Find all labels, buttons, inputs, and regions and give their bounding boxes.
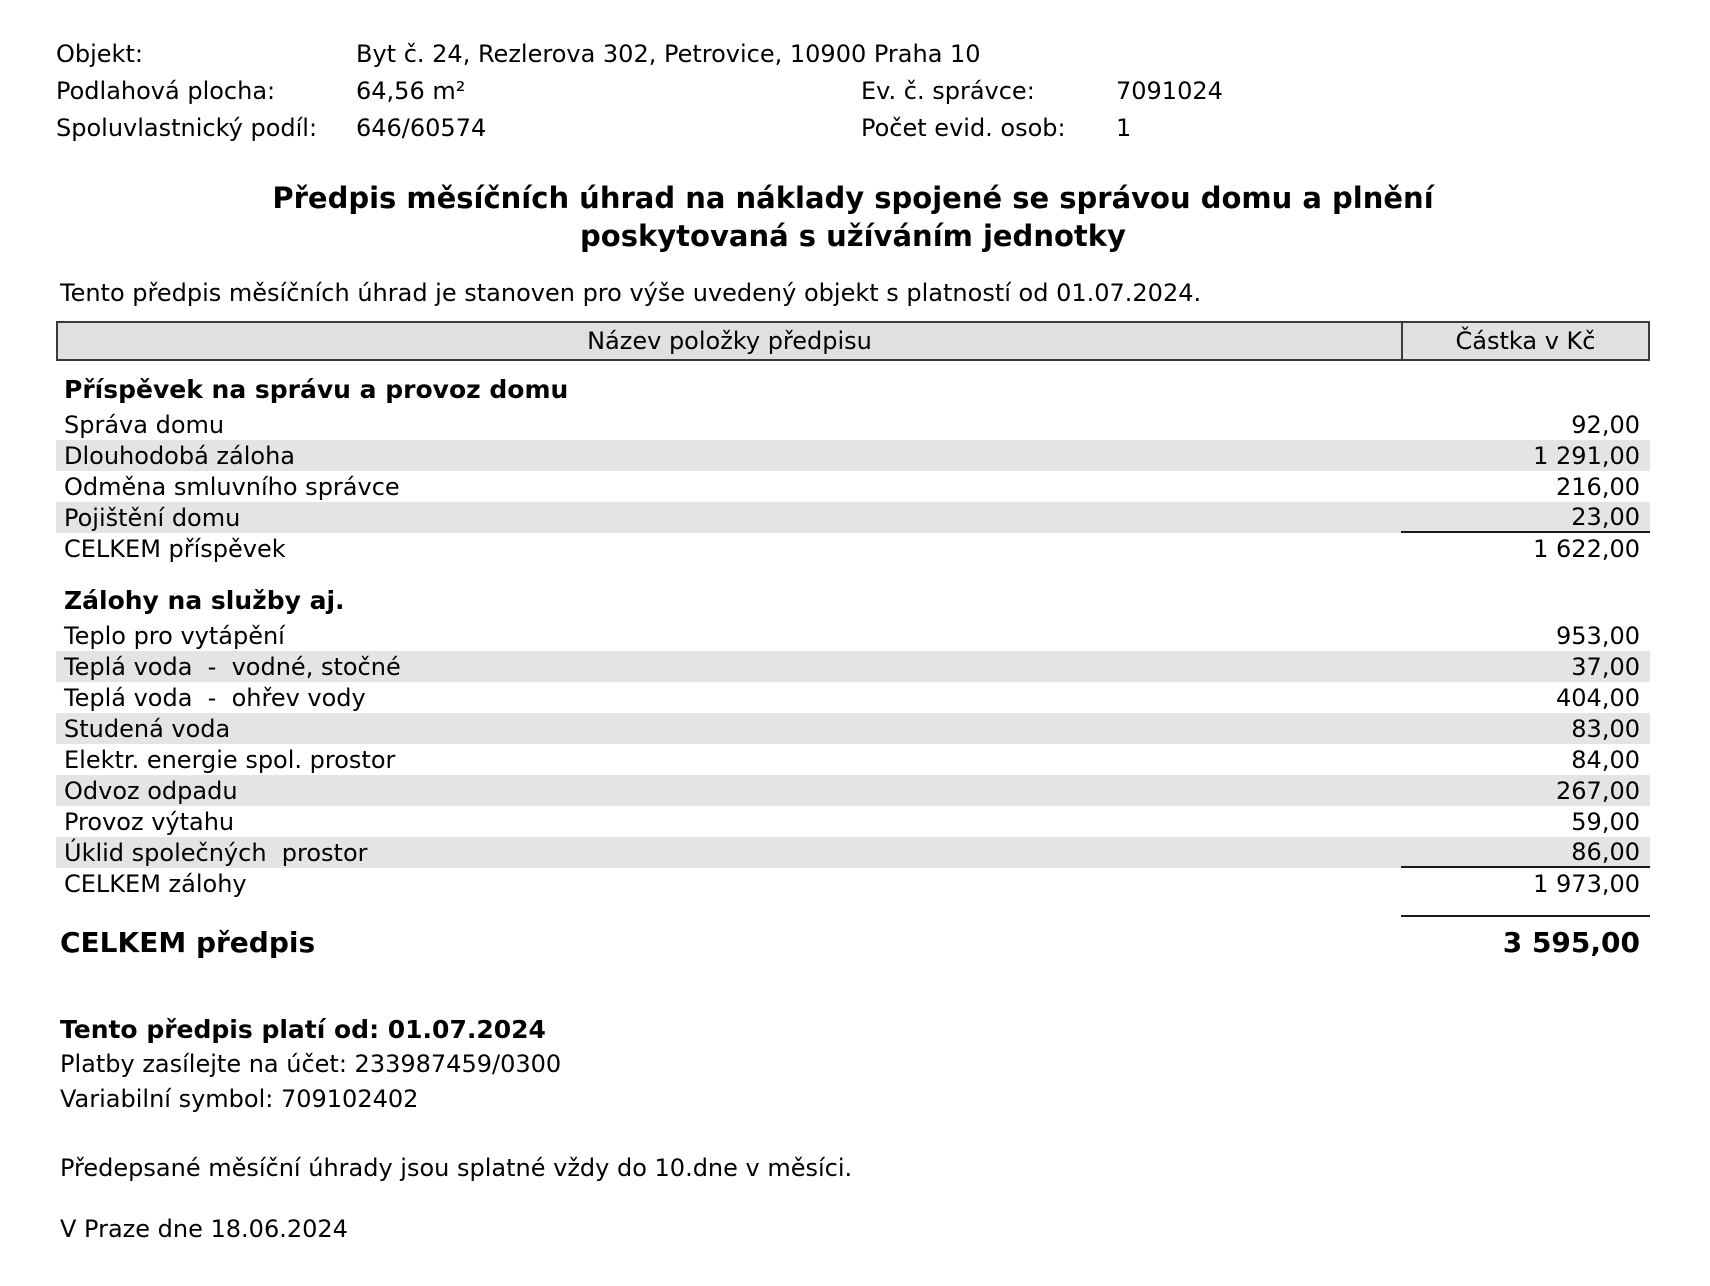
item-amount: 84,00 [1571, 745, 1640, 774]
item-amount: 59,00 [1571, 807, 1640, 836]
podil-value: 646/60574 [356, 114, 487, 142]
item-label: Teplá voda - vodné, stočné [64, 652, 401, 681]
table-header-name-column: Název položky předpisu [58, 323, 1403, 359]
charges-table: Název položky předpisu Částka v Kč Přísp… [56, 321, 1650, 961]
item-label: Studená voda [64, 714, 231, 743]
item-row: Elektr. energie spol. prostor 84,00 [56, 744, 1650, 775]
page-title-line1: Předpis měsíčních úhrad na náklady spoje… [272, 181, 1434, 215]
section-total-row: CELKEM příspěvek 1 622,00 [56, 533, 1650, 564]
objekt-label: Objekt: [56, 40, 143, 68]
item-amount: 23,00 [1401, 502, 1650, 533]
objekt-value: Byt č. 24, Rezlerova 302, Petrovice, 109… [356, 40, 981, 68]
plocha-value: 64,56 m² [356, 77, 466, 105]
item-row: Úklid společných prostor 86,00 [56, 837, 1650, 868]
object-info-block: Objekt: Byt č. 24, Rezlerova 302, Petrov… [56, 36, 1650, 147]
grand-total-amount: 3 595,00 [1502, 925, 1640, 959]
item-label: Odvoz odpadu [64, 776, 238, 805]
page-title-line2: poskytovaná s užíváním jednotky [580, 219, 1126, 253]
item-label: Správa domu [64, 410, 225, 439]
osob-label: Počet evid. osob: [861, 114, 1066, 142]
intro-text: Tento předpis měsíčních úhrad je stanove… [60, 279, 1202, 307]
podil-label: Spoluvlastnický podíl: [56, 114, 318, 142]
item-amount: 953,00 [1556, 621, 1640, 650]
item-label: Elektr. energie spol. prostor [64, 745, 396, 774]
variable-symbol-text: Variabilní symbol: 709102402 [60, 1085, 419, 1113]
item-label: Pojištění domu [64, 503, 241, 532]
section-title: Příspěvek na správu a provoz domu [64, 374, 569, 404]
section-total-label: CELKEM příspěvek [64, 534, 286, 563]
item-row: Správa domu 92,00 [56, 409, 1650, 440]
item-row: Provoz výtahu 59,00 [56, 806, 1650, 837]
table-section: Zálohy na služby aj. Teplo pro vytápění 95… [56, 580, 1650, 899]
item-row: Odvoz odpadu 267,00 [56, 775, 1650, 806]
item-amount: 216,00 [1556, 472, 1640, 501]
item-row: Teplo pro vytápění 953,00 [56, 620, 1650, 651]
item-amount: 86,00 [1401, 837, 1650, 868]
place-date-text: V Praze dne 18.06.2024 [60, 1215, 348, 1243]
footer-block: Tento předpis platí od: 01.07.2024 Platb… [56, 1013, 1650, 1247]
item-label: Odměna smluvního správce [64, 472, 400, 501]
item-amount: 404,00 [1556, 683, 1640, 712]
account-text: Platby zasílejte na účet: 233987459/0300 [60, 1050, 562, 1078]
item-label: Teplá voda - ohřev vody [64, 683, 366, 712]
table-header-amount-column: Částka v Kč [1455, 327, 1596, 355]
item-label: Provoz výtahu [64, 807, 235, 836]
table-section: Příspěvek na správu a provoz domu Správa … [56, 369, 1650, 564]
valid-from-text: Tento předpis platí od: 01.07.2024 [60, 1015, 546, 1044]
item-row: Odměna smluvního správce 216,00 [56, 471, 1650, 502]
item-row: Teplá voda - ohřev vody 404,00 [56, 682, 1650, 713]
grand-total-row: CELKEM předpis 3 595,00 [56, 923, 1650, 961]
item-label: Teplo pro vytápění [64, 621, 285, 650]
item-row: Pojištění domu 23,00 [56, 502, 1650, 533]
item-amount: 92,00 [1571, 410, 1640, 439]
table-header-row: Název položky předpisu Částka v Kč [56, 321, 1650, 361]
spravce-value: 7091024 [1116, 77, 1223, 105]
section-total-amount: 1 973,00 [1533, 869, 1640, 898]
item-amount: 1 291,00 [1533, 441, 1640, 470]
section-title: Zálohy na služby aj. [64, 585, 345, 615]
table-body: Příspěvek na správu a provoz domu Správa … [56, 369, 1650, 899]
grand-total-rule [1401, 915, 1650, 917]
item-row: Teplá voda - vodné, stočné 37,00 [56, 651, 1650, 682]
plocha-label: Podlahová plocha: [56, 77, 276, 105]
item-amount: 37,00 [1571, 652, 1640, 681]
grand-total-label: CELKEM předpis [60, 925, 316, 959]
osob-value: 1 [1116, 114, 1132, 142]
section-total-label: CELKEM zálohy [64, 869, 247, 898]
section-total-amount: 1 622,00 [1533, 534, 1640, 563]
section-total-row: CELKEM zálohy 1 973,00 [56, 868, 1650, 899]
item-label: Dlouhodobá záloha [64, 441, 295, 470]
due-date-text: Předepsané měsíční úhrady jsou splatné v… [60, 1154, 853, 1182]
spravce-label: Ev. č. správce: [861, 77, 1035, 105]
item-row: Studená voda 83,00 [56, 713, 1650, 744]
item-amount: 267,00 [1556, 776, 1640, 805]
item-label: Úklid společných prostor [64, 838, 368, 867]
item-row: Dlouhodobá záloha 1 291,00 [56, 440, 1650, 471]
page-title: Předpis měsíčních úhrad na náklady spoje… [56, 179, 1650, 255]
item-amount: 83,00 [1571, 714, 1640, 743]
